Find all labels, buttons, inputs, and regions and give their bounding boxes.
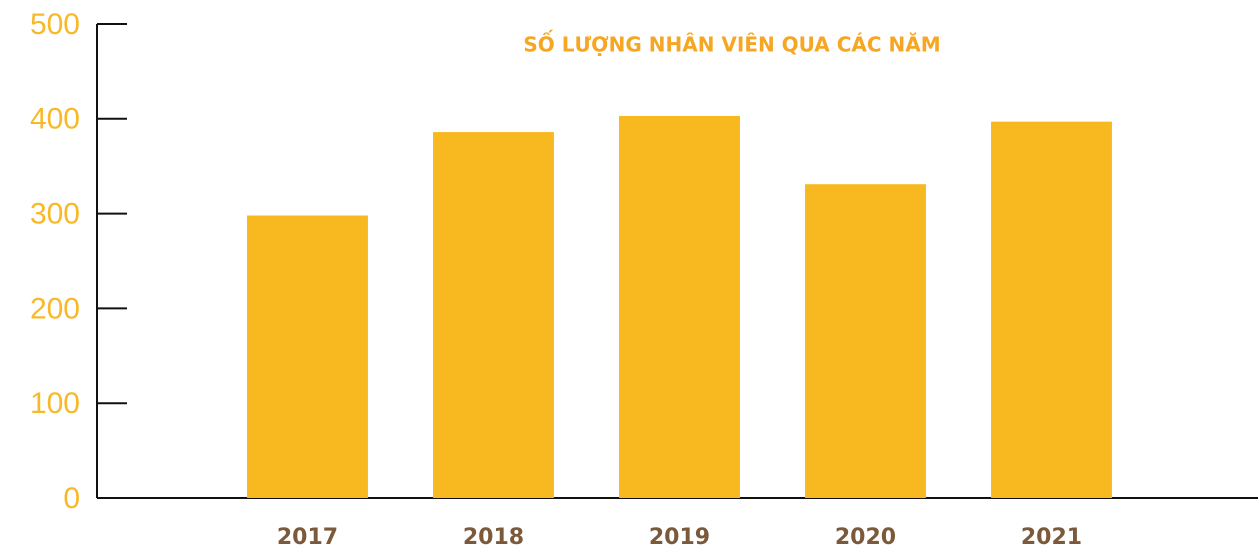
y-tick-label: 200 [30,292,80,325]
x-tick-label: 2017 [277,525,338,550]
y-tick-label: 100 [30,387,80,420]
x-tick-label: 2020 [835,525,896,550]
y-tick-label: 500 [30,8,80,41]
bar [247,215,368,498]
y-tick-label: 0 [63,482,80,515]
y-tick-label: 400 [30,103,80,136]
x-tick-label: 2021 [1021,525,1082,550]
bar [433,132,554,498]
y-tick-label: 300 [30,198,80,231]
bar [619,115,740,499]
bar [991,121,1112,499]
x-tick-label: 2018 [463,525,524,550]
chart-title: SỐ LƯỢNG NHÂN VIÊN QUA CÁC NĂM [523,31,940,57]
bar [805,184,926,498]
x-tick-label: 2019 [649,525,710,550]
